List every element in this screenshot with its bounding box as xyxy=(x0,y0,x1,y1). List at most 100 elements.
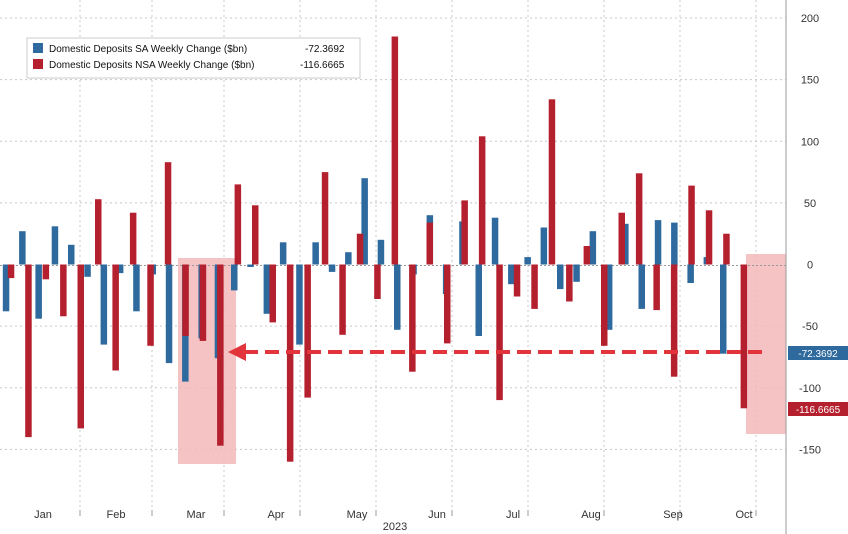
bar-nsa xyxy=(478,136,486,265)
bar-nsa xyxy=(426,222,433,265)
x-tick-label: Aug xyxy=(581,509,601,521)
bar-nsa xyxy=(182,264,189,336)
bar-sa xyxy=(35,264,42,319)
y-tick-label: -50 xyxy=(802,321,818,333)
bar-sa xyxy=(279,242,287,265)
bar-nsa xyxy=(129,212,137,265)
y-tick-label: 50 xyxy=(804,198,816,210)
bar-sa xyxy=(165,264,173,364)
bar-nsa xyxy=(374,264,381,299)
bar-sa xyxy=(589,231,597,265)
legend: Domestic Deposits SA Weekly Change ($bn)… xyxy=(26,37,361,79)
bar-nsa xyxy=(496,264,503,401)
bar-sa xyxy=(247,264,254,267)
bar-nsa xyxy=(60,264,67,317)
bar-nsa xyxy=(356,233,364,265)
legend-label-nsa: Domestic Deposits NSA Weekly Change ($bn… xyxy=(49,60,254,71)
bar-sa xyxy=(68,244,75,265)
end-label-nsa: -116.6665 xyxy=(788,402,848,416)
bar-sa xyxy=(394,264,401,330)
bar-sa xyxy=(296,264,303,345)
end-label-sa-text: -72.3692 xyxy=(798,349,838,360)
bar-sa xyxy=(263,264,271,314)
bar-sa xyxy=(540,227,548,265)
bar-nsa xyxy=(461,200,468,265)
bar-nsa xyxy=(688,185,695,265)
y-tick-label: 150 xyxy=(801,75,819,87)
grid-lines xyxy=(0,0,786,510)
bar-sa xyxy=(2,264,10,312)
bar-nsa xyxy=(444,264,451,344)
x-tick-label: Jan xyxy=(34,509,52,521)
bar-nsa xyxy=(164,162,172,265)
bar-sa xyxy=(508,264,515,285)
bar-nsa xyxy=(252,205,259,265)
bar-nsa xyxy=(77,264,84,429)
bar-nsa xyxy=(618,212,625,265)
y-tick-label: -100 xyxy=(799,383,821,395)
end-label-nsa-text: -116.6665 xyxy=(796,405,841,416)
bar-sa xyxy=(361,178,368,265)
bar-nsa xyxy=(705,210,713,265)
x-tick-label: Feb xyxy=(107,509,126,521)
bar-nsa xyxy=(304,264,311,398)
bar-nsa xyxy=(321,172,329,265)
x-axis-year-label: 2023 xyxy=(383,521,407,533)
y-tick-label: -150 xyxy=(799,444,821,456)
bar-nsa xyxy=(269,264,276,323)
bar-nsa xyxy=(286,264,294,462)
bar-nsa xyxy=(95,199,102,265)
legend-value-sa: -72.3692 xyxy=(305,44,345,55)
bar-nsa xyxy=(653,264,660,311)
bar-nsa xyxy=(723,233,730,265)
bar-sa xyxy=(557,264,564,290)
x-tick-label: May xyxy=(347,509,368,521)
x-tick-label: Jun xyxy=(428,509,446,521)
bar-sa xyxy=(328,264,336,272)
bar-sa xyxy=(687,264,694,283)
x-tick-label: Mar xyxy=(187,509,206,521)
bar-nsa xyxy=(199,264,207,341)
bar-sa xyxy=(605,264,613,330)
bar-nsa xyxy=(25,264,32,438)
bar-sa xyxy=(638,264,645,309)
bar-nsa xyxy=(217,264,224,446)
bar-sa xyxy=(377,239,385,265)
x-tick-label: Apr xyxy=(267,509,284,521)
y-tick-label: 0 xyxy=(807,260,813,272)
bar-nsa xyxy=(391,36,399,265)
end-label-sa: -72.3692 xyxy=(788,346,848,360)
bar-sa xyxy=(720,264,727,354)
bar-nsa xyxy=(548,99,556,265)
x-axis-ticks: Jan Feb Mar Apr May Jun Jul Aug Sep Oct xyxy=(34,509,757,521)
legend-swatch-sa xyxy=(33,43,43,53)
bar-sa xyxy=(312,242,319,265)
legend-swatch-nsa xyxy=(33,59,43,69)
legend-value-nsa: -116.6665 xyxy=(300,60,345,71)
bar-sa xyxy=(654,220,662,265)
y-tick-label: 200 xyxy=(801,13,819,25)
bar-nsa xyxy=(531,264,538,309)
y-axis-ticks: 200 150 100 50 0 -50 -100 -150 xyxy=(799,13,821,456)
legend-label-sa: Domestic Deposits SA Weekly Change ($bn) xyxy=(49,44,247,55)
bar-nsa xyxy=(42,264,50,280)
bar-nsa xyxy=(7,264,15,279)
bar-nsa xyxy=(409,264,416,372)
bars-group xyxy=(2,36,748,462)
bar-nsa xyxy=(670,264,678,377)
bar-sa xyxy=(19,231,26,265)
bar-sa xyxy=(231,264,238,291)
bar-nsa xyxy=(566,264,573,302)
x-tick-label: Oct xyxy=(735,509,752,521)
x-tick-label: Jul xyxy=(506,509,520,521)
bar-nsa xyxy=(112,264,119,371)
x-tick-label: Sep xyxy=(663,509,683,521)
bar-sa xyxy=(475,264,482,336)
bar-nsa xyxy=(147,264,154,346)
bar-nsa xyxy=(583,246,591,265)
y-tick-label: 100 xyxy=(801,136,819,148)
bar-sa xyxy=(100,264,108,345)
bar-sa xyxy=(133,264,140,312)
bar-sa xyxy=(51,226,59,265)
